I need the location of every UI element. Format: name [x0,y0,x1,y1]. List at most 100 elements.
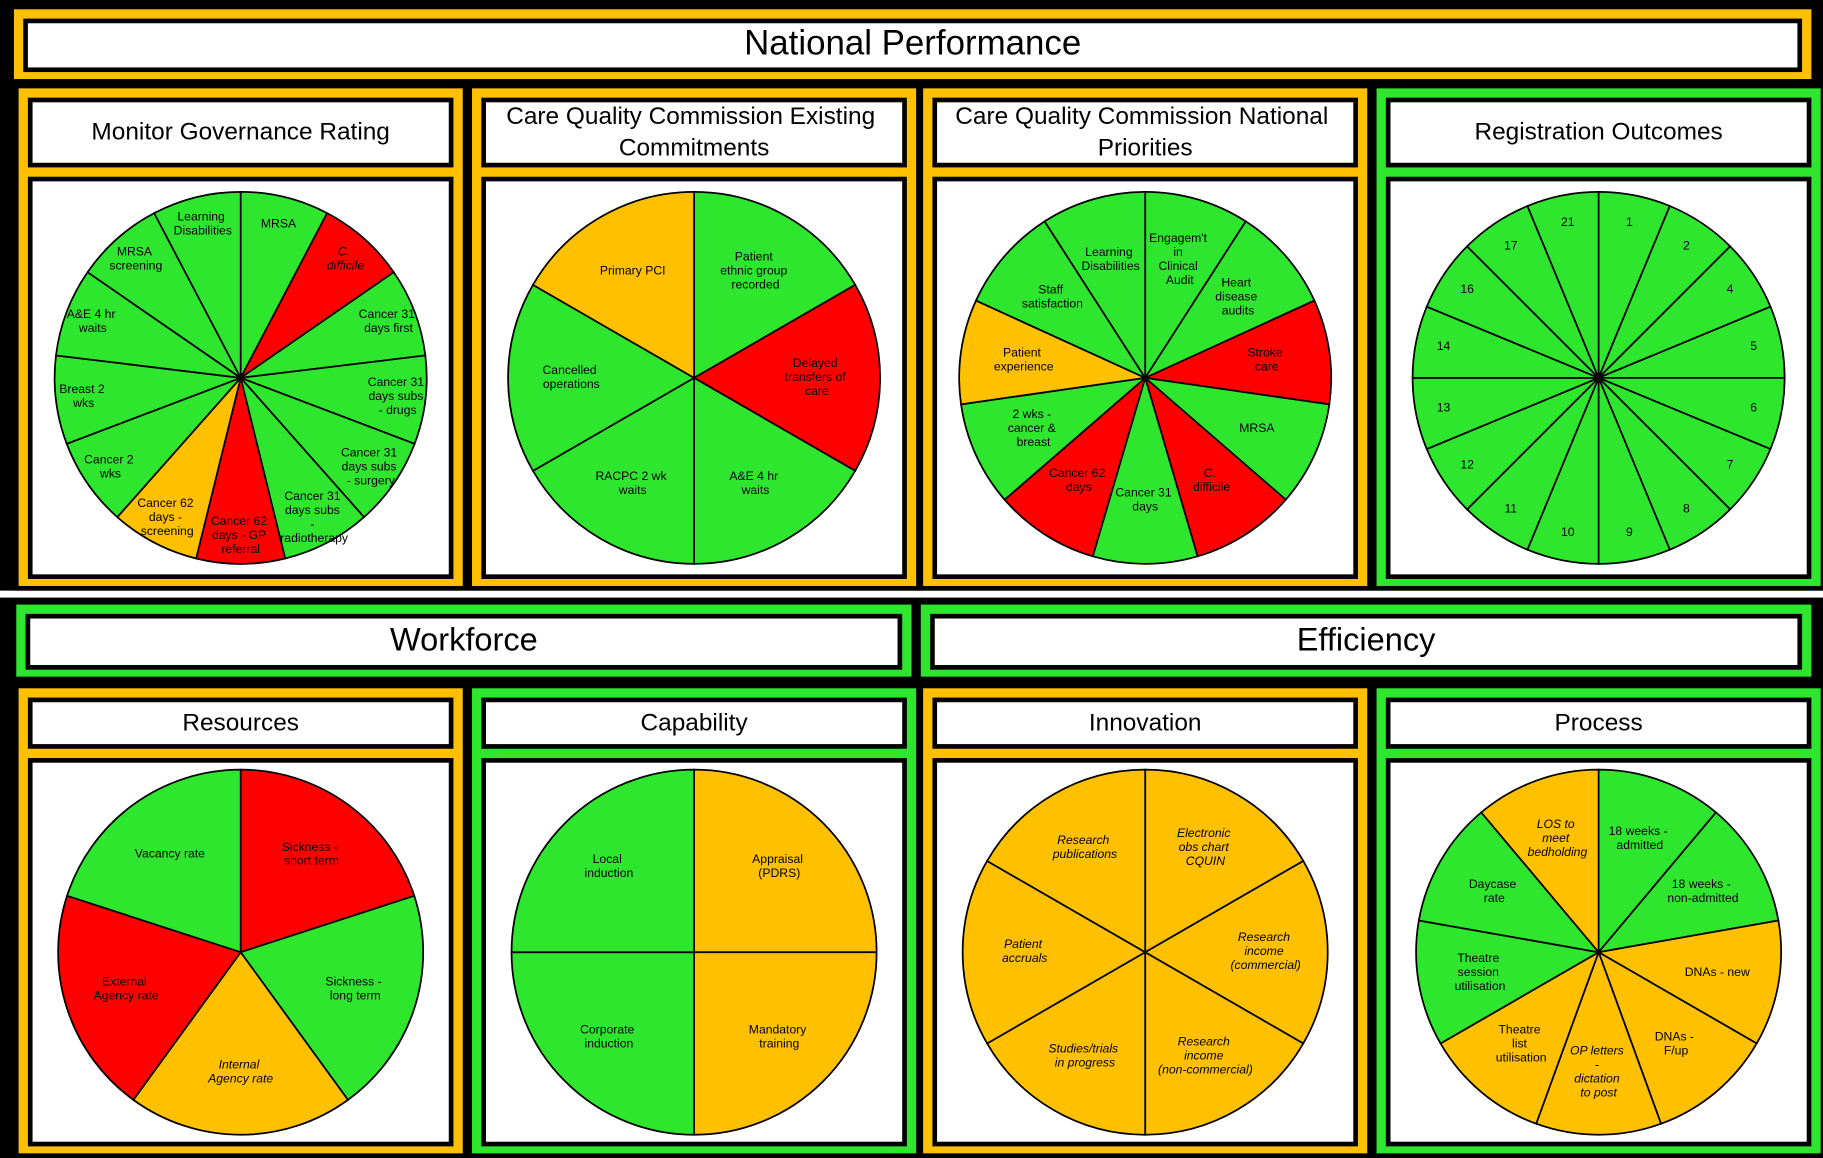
slice-label: Cancer 31 days first [359,307,419,335]
slice-label: Daycase rate [1469,877,1520,905]
text-line: admitted [1616,838,1663,852]
panel-title-box [27,97,454,168]
text-line: 17 [1504,239,1518,253]
text-line: Capability [641,710,749,737]
section-title-box [25,613,903,670]
text-line: Vacancy rate [135,847,205,861]
text-line: short term [284,854,339,868]
slice-label: 17 [1504,239,1518,253]
slice-label: Corporate induction [580,1023,638,1051]
pie-slice [132,950,350,1136]
slice-label: C. difficile [327,245,364,273]
slice-label: MRSA [261,217,297,231]
text-line: Research [1238,930,1294,944]
slice-label: 6 [1750,401,1757,415]
text-line: satisfaction [1022,297,1083,311]
text-line: care [1255,360,1279,374]
pie-slice [1142,220,1316,380]
section-title-box [930,613,1803,670]
slice-label: A&E 4 hr waits [729,469,781,497]
text-line: Sickness - [325,975,385,989]
text-line: Agency rate [94,989,159,1003]
slice-label: Sickness - short term [282,840,342,868]
text-line: in [1173,245,1186,259]
pie-slice [960,376,1149,501]
panel-title: Care Quality Commission National Priorit… [955,103,1335,161]
text-line: F/up [1664,1044,1689,1058]
text-line: income [1244,944,1287,958]
text-line: 7 [1727,458,1734,472]
pie-slice [239,894,425,1102]
text-line: Research [1178,1035,1234,1049]
text-line: Studies/trials [1048,1042,1121,1056]
text-line: Corporate [580,1023,638,1037]
text-line: Care Quality Commission National [955,103,1335,130]
slice-label: 16 [1460,282,1474,296]
slice-label: Stroke care [1247,346,1286,374]
text-line: operations [543,377,600,391]
text-line: utilisation [1496,1051,1547,1065]
text-line: C. [338,245,354,259]
panel-title: Monitor Governance Rating [91,119,389,146]
text-line: Breast 2 [59,382,108,396]
pie-slice [958,299,1149,406]
slice-label: Patient ethnic group recorded [720,250,790,292]
section-title-box [23,18,1803,73]
text-line: list [1512,1037,1530,1051]
slice-label: OP letters - dictation to post [1570,1044,1627,1100]
row-gap [0,590,1823,598]
slice-label: MRSA [1239,421,1275,435]
slice-label: Cancer 62 days - screening [137,496,197,538]
text-line: MRSA [261,217,297,231]
text-line: waits [618,483,647,497]
text-line: Cancer 31 [284,489,344,503]
text-line: Cancer 31 [341,446,401,460]
panel-title: Care Quality Commission Existing Commitm… [506,103,882,161]
text-line: - surgery [347,474,396,488]
text-line: 18 weeks - [1672,877,1734,891]
slice-label: 7 [1727,458,1734,472]
text-line: utilisation [1455,979,1506,993]
slice-label: Cancer 62 days - GP referral [211,514,271,556]
text-line: Cancer 62 [1049,466,1109,480]
pie-slice [1144,190,1247,381]
text-line: - [1595,1058,1602,1072]
pie-slice [510,951,695,1136]
panel-title-box [27,697,454,749]
text-line: wks [99,467,121,481]
text-line: C. [1204,466,1220,480]
text-line: DNAs - [1655,1030,1698,1044]
slice-label: Cancer 31 days subs - drugs [368,375,428,417]
text-line: non-admitted [1667,891,1738,905]
text-line: days [1132,500,1158,514]
text-line: radiotherapy [280,531,349,545]
slice-label: 14 [1437,339,1451,353]
text-line: 5 [1750,339,1757,353]
text-line: OP letters [1570,1044,1627,1058]
text-line: (PDRS) [758,866,800,880]
text-line: Priorities [1098,135,1193,162]
slice-label: DNAs - F/up [1655,1030,1698,1058]
text-line: long term [330,989,381,1003]
slice-label: Vacancy rate [135,847,205,861]
pie-slice [510,768,695,954]
section-title: Workforce [390,621,538,657]
pie-slice [239,768,416,954]
slice-label: Theatre list utilisation [1496,1023,1547,1065]
pie-slice [1142,376,1331,501]
panel-title: Capability [641,710,749,737]
text-line: referral [221,542,260,556]
slice-label: Cancer 62 days [1049,466,1109,494]
slice-label: Primary PCI [600,264,666,278]
text-line: 1 [1626,215,1633,229]
panel-title: Innovation [1089,710,1202,737]
pie-slice [1143,859,1329,1045]
text-line: CQUIN [1186,854,1225,868]
text-line: Cancer 31 [1115,486,1175,500]
slice-label: 18 weeks - non-admitted [1667,877,1738,905]
text-line: MRSA [117,245,155,259]
slice-label: Heart disease audits [1215,276,1260,318]
panel-title-box [932,697,1358,749]
pie-slice [1417,811,1601,954]
